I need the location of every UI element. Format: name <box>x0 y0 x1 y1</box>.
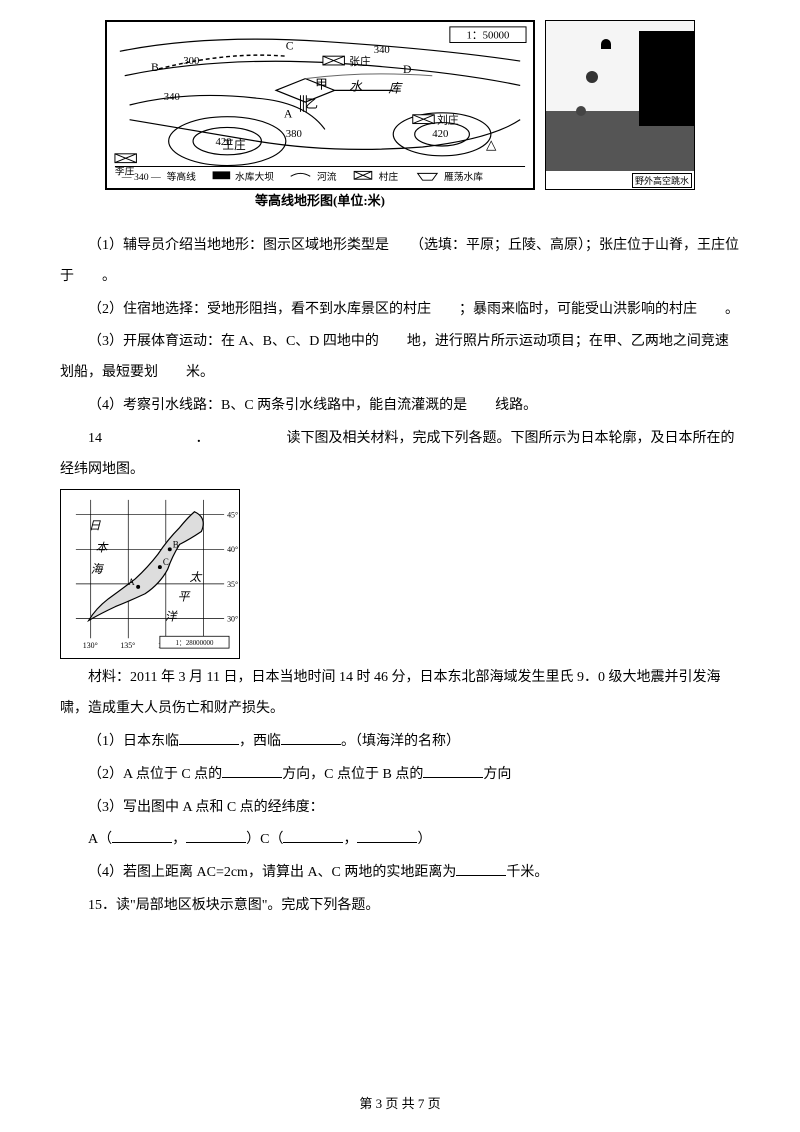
svg-text:35°: 35° <box>227 580 238 589</box>
q2: （2）住宿地选择：受地形阻挡，看不到水库景区的村庄 ；暴雨来临时，可能受山洪影响… <box>60 295 740 326</box>
svg-text:A: A <box>284 108 293 121</box>
j4: （4）若图上距离 AC=2cm，请算出 A、C 两地的实地距离为千米。 <box>60 858 740 889</box>
svg-text:乙: 乙 <box>305 97 318 111</box>
svg-text:1：50000: 1：50000 <box>466 30 509 42</box>
svg-text:D: D <box>403 63 411 76</box>
svg-text:40°: 40° <box>227 546 238 555</box>
cliff-label: 野外高空跳水 <box>632 173 692 188</box>
svg-text:刘庄: 刘庄 <box>437 114 459 127</box>
svg-text:河流: 河流 <box>317 170 337 183</box>
svg-text:本: 本 <box>96 541 109 555</box>
svg-text:135°: 135° <box>120 641 135 650</box>
svg-text:等高线: 等高线 <box>167 170 196 183</box>
svg-text:△: △ <box>486 137 497 152</box>
q1: （1）辅导员介绍当地地形：图示区域地形类型是 （选填：平原；丘陵、高原）；张庄位… <box>60 231 740 293</box>
q3: （3）开展体育运动：在 A、B、C、D 四地中的 地，进行照片所示运动项目；在甲… <box>60 327 740 389</box>
svg-text:C: C <box>286 39 294 52</box>
svg-text:300: 300 <box>183 55 199 67</box>
svg-text:45°: 45° <box>227 511 238 520</box>
figure-row: 1：50000 C B A D 300 340 <box>60 20 740 223</box>
q14-number: 14 <box>88 431 102 446</box>
svg-text:村庄: 村庄 <box>379 170 399 183</box>
japan-map: 45° 40° 35° 30° 130° 135° 140° 145° B C … <box>60 489 240 659</box>
blank <box>283 829 343 843</box>
svg-text:甲: 甲 <box>315 77 328 91</box>
q15: 15．读"局部地区板块示意图"。完成下列各题。 <box>60 891 740 922</box>
svg-text:30°: 30° <box>227 615 238 624</box>
svg-text:130°: 130° <box>83 641 98 650</box>
svg-text:A: A <box>128 577 135 587</box>
blank <box>357 829 417 843</box>
svg-text:库: 库 <box>388 81 403 95</box>
blank <box>222 764 282 778</box>
svg-text:C: C <box>163 557 169 567</box>
svg-text:海: 海 <box>91 562 105 576</box>
svg-text:王庄: 王庄 <box>222 138 246 152</box>
svg-text:420: 420 <box>432 128 448 140</box>
blank <box>281 731 341 745</box>
cliff-photo: 野外高空跳水 <box>545 20 695 190</box>
svg-text:平: 平 <box>178 590 191 604</box>
svg-text:380: 380 <box>286 128 302 140</box>
svg-text:水: 水 <box>349 79 363 93</box>
contour-figure: 1：50000 C B A D 300 340 <box>105 20 535 223</box>
material: 材料：2011 年 3 月 11 日，日本当地时间 14 时 46 分，日本东北… <box>60 663 740 725</box>
svg-text:B: B <box>173 540 179 550</box>
svg-text:340: 340 <box>374 44 390 56</box>
q4: （4）考察引水线路：B、C 两条引水线路中，能自流灌溉的是 线路。 <box>60 391 740 422</box>
j1: （1）日本东临，西临。（填海洋的名称） <box>60 727 740 758</box>
svg-text:张庄: 张庄 <box>349 55 371 68</box>
q14-text: 读下图及相关材料，完成下列各题。下图所示为日本轮廓，及日本所在的经纬网地图。 <box>60 431 735 477</box>
contour-map: 1：50000 C B A D 300 340 <box>105 20 535 190</box>
q14-intro: 14 ． 读下图及相关材料，完成下列各题。下图所示为日本轮廓，及日本所在的经纬网… <box>60 424 740 486</box>
blank <box>112 829 172 843</box>
blank <box>186 829 246 843</box>
svg-text:太: 太 <box>190 570 203 584</box>
svg-text:1：28000000: 1：28000000 <box>175 641 214 648</box>
blank <box>456 862 506 876</box>
svg-text:水库大坝: 水库大坝 <box>235 170 274 183</box>
svg-text:洋: 洋 <box>165 610 179 624</box>
svg-text:B: B <box>151 61 159 74</box>
page-footer: 第 3 页 共 7 页 <box>0 1093 800 1112</box>
svg-text:日: 日 <box>89 519 102 533</box>
svg-text:340: 340 <box>164 91 180 103</box>
j2: （2）A 点位于 C 点的方向，C 点位于 B 点的方向 <box>60 760 740 791</box>
contour-caption: 等高线地形图(单位:米) <box>105 190 535 209</box>
j3: （3）写出图中 A 点和 C 点的经纬度： <box>60 793 740 824</box>
blank <box>423 764 483 778</box>
j3-coords: A（，）C（，） <box>60 825 740 856</box>
svg-text:— 340 —: — 340 — <box>121 172 161 183</box>
blank <box>179 731 239 745</box>
svg-text:雁荡水库: 雁荡水库 <box>444 170 483 183</box>
